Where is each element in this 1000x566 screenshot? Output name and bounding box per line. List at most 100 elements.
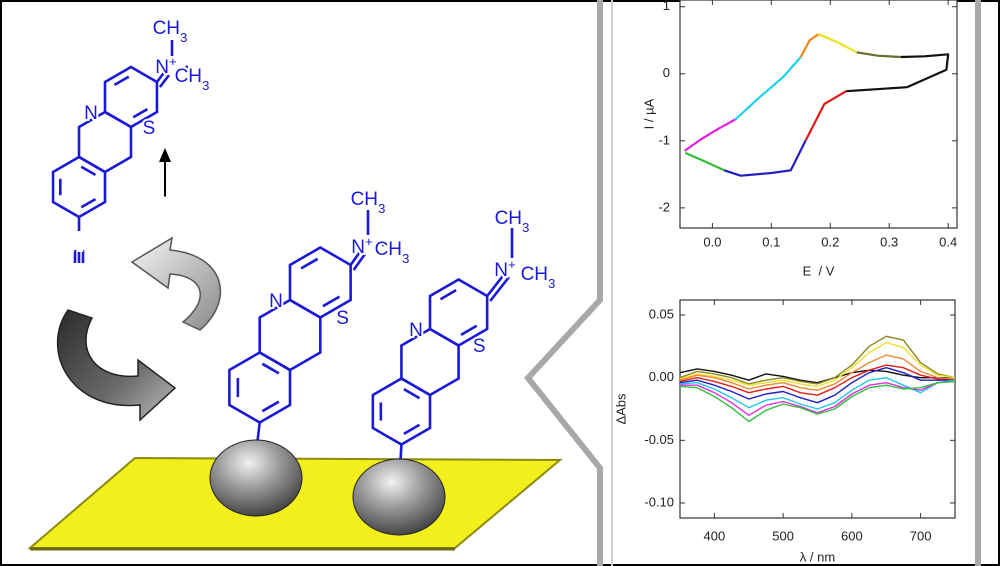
x-tick-label: 0.3 (880, 234, 898, 249)
y-tick-label: 0 (663, 65, 670, 80)
data-line (723, 140, 807, 177)
x-tick-label: 500 (772, 528, 794, 543)
bond (439, 289, 457, 301)
x-tick-label: 0.2 (821, 234, 839, 249)
x-tick-label: 0.4 (939, 234, 957, 249)
data-line (679, 368, 955, 384)
n2-release-arrowhead (159, 148, 171, 162)
data-line (856, 51, 902, 59)
atom-label: N (269, 291, 283, 312)
data-line (684, 151, 725, 172)
gold-nanoparticle (209, 439, 303, 517)
bond (300, 257, 319, 270)
bond (403, 423, 421, 435)
data-line (734, 56, 802, 121)
data-line (679, 380, 956, 423)
bond (158, 74, 171, 88)
atom-symbol: CH (175, 66, 202, 87)
bond (349, 248, 364, 266)
data-line (684, 118, 736, 152)
atom-label: CH3 (495, 208, 530, 235)
atom-symbol: N (69, 234, 83, 255)
data-line (818, 33, 858, 54)
bond (113, 75, 130, 87)
atom-symbol: N (269, 291, 283, 312)
x-tick-label: 0.0 (703, 234, 721, 249)
bond (261, 400, 280, 413)
atom-symbol: S (336, 308, 349, 329)
bond (460, 324, 478, 336)
bond (261, 362, 280, 375)
y-tick-label: -0.10 (644, 494, 674, 509)
y-tick-label: 1 (663, 0, 670, 13)
y-tick-label: 0.00 (649, 369, 674, 384)
data-line (846, 53, 950, 93)
bond (322, 295, 341, 308)
atom-label: CH3 (153, 18, 188, 45)
charge: + (508, 257, 516, 272)
subscript: 3 (522, 220, 529, 235)
charge: + (61, 231, 69, 246)
data-line (679, 354, 956, 391)
atom-label: N2 (163, 196, 188, 229)
bond (80, 165, 97, 177)
subscript: 3 (402, 251, 409, 266)
x-tick-label: 0.1 (762, 234, 780, 249)
atom-symbol: S (473, 336, 486, 357)
atom-symbol: N (155, 57, 169, 78)
y-tick-label: -2 (658, 199, 670, 214)
atom-label: S (143, 118, 156, 139)
atom-symbol: S (143, 118, 156, 139)
bond (132, 107, 149, 119)
bond (381, 243, 395, 248)
subscript: 3 (548, 276, 555, 291)
x-tick-label: 600 (841, 528, 863, 543)
charge: + (169, 54, 177, 69)
bond (80, 197, 97, 209)
x-axis-label: E / V (803, 263, 835, 278)
atom-label: CH3 (521, 264, 556, 291)
gold-nanoparticle (352, 458, 446, 536)
y-axis-label: I / µA (641, 98, 656, 129)
subscript: 2 (177, 206, 189, 229)
y-tick-label: -1 (658, 132, 670, 147)
x-tick-label: 400 (704, 528, 726, 543)
x-tick-label: 700 (910, 528, 932, 543)
bond (489, 276, 511, 302)
bond (352, 253, 367, 271)
atom-label: +N (61, 231, 83, 256)
data-line (679, 341, 956, 388)
atom-symbol: N (163, 196, 177, 217)
subscript: 3 (378, 201, 385, 216)
atom-symbol: CH (521, 264, 548, 285)
cycle-arrow (57, 309, 177, 422)
atom-label: N+ (494, 257, 516, 282)
subscript: 3 (180, 30, 187, 45)
data-line (679, 335, 956, 385)
atom-label: S (336, 308, 349, 329)
charts: 0.0 0.1 0.2 0.3 0.4 -2 -1 0 1 E / V I / µA 400 500 60… (613, 0, 958, 564)
atom-label: N (409, 320, 423, 341)
data-line (799, 33, 820, 58)
atom-symbol: CH (495, 208, 522, 229)
bond (185, 65, 193, 73)
atom-symbol: N (351, 237, 365, 258)
atom-symbol: N (409, 320, 423, 341)
atom-symbol: CH (351, 189, 378, 210)
bond (155, 69, 168, 83)
bond (403, 388, 421, 400)
cycle-arrow (130, 236, 222, 331)
atom-label: CH3 (375, 239, 410, 266)
atom-symbol: CH (375, 239, 402, 260)
data-line (679, 367, 955, 404)
atom-label: N+ (155, 54, 177, 79)
data-line (804, 90, 847, 142)
subscript: 3 (202, 78, 209, 93)
y-tick-label: -0.05 (644, 432, 674, 447)
zoom-frame (524, 0, 603, 566)
data-line (679, 364, 956, 396)
bond (525, 266, 541, 272)
atom-symbol: CH (153, 18, 180, 39)
atom-label: N (84, 103, 98, 124)
